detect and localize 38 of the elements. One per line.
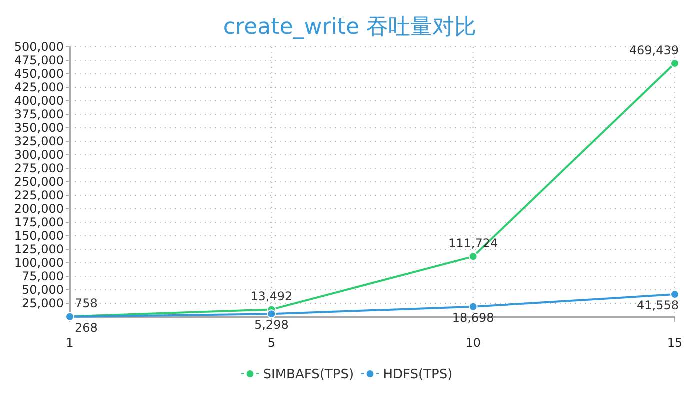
data-label: 13,492 — [250, 290, 293, 304]
y-tick-label: 250,000 — [14, 175, 64, 190]
y-tick-label: 225,000 — [14, 188, 64, 203]
x-tick-label: 10 — [466, 336, 481, 350]
legend-label: SIMBAFS(TPS) — [263, 368, 354, 383]
y-tick-label: 100,000 — [14, 256, 64, 270]
data-label: 18,698 — [452, 310, 494, 325]
y-tick-label: 175,000 — [14, 216, 64, 230]
point — [468, 302, 478, 312]
y-tick-label: 150,000 — [14, 229, 64, 244]
legend-label: HDFS(TPS) — [383, 368, 453, 383]
y-tick-label: 400,000 — [14, 94, 64, 108]
y-tick-label: 325,000 — [14, 134, 64, 149]
x-tick-label: 1 — [66, 336, 74, 350]
y-tick-label: 275,000 — [14, 162, 64, 176]
y-tick-label: 425,000 — [14, 80, 64, 95]
y-tick-label: 350,000 — [14, 121, 64, 136]
data-label: 469,439 — [629, 44, 679, 58]
y-tick-label: 300,000 — [14, 148, 64, 162]
point — [468, 252, 478, 262]
y-tick-label: 200,000 — [14, 202, 64, 216]
x-tick-label: 5 — [268, 336, 276, 350]
point — [267, 310, 276, 319]
y-tick-label: 25,000 — [22, 296, 64, 311]
y-tick-label: 500,000 — [14, 40, 64, 54]
chart-title: create_write 吞吐量对比 — [223, 15, 477, 40]
y-tick-label: 375,000 — [14, 108, 64, 122]
x-tick-label: 15 — [667, 336, 683, 350]
y-tick-label: 50,000 — [22, 283, 64, 298]
y-tick-label: 75,000 — [22, 270, 64, 284]
y-tick-label: 475,000 — [14, 54, 64, 68]
data-label: 41,558 — [637, 298, 679, 313]
y-tick-label: 125,000 — [14, 242, 64, 257]
data-label: 5,298 — [254, 318, 289, 332]
y-tick-label: 450,000 — [14, 67, 64, 82]
data-label: 268 — [75, 320, 98, 335]
data-label: 758 — [75, 296, 98, 311]
point — [670, 59, 680, 68]
